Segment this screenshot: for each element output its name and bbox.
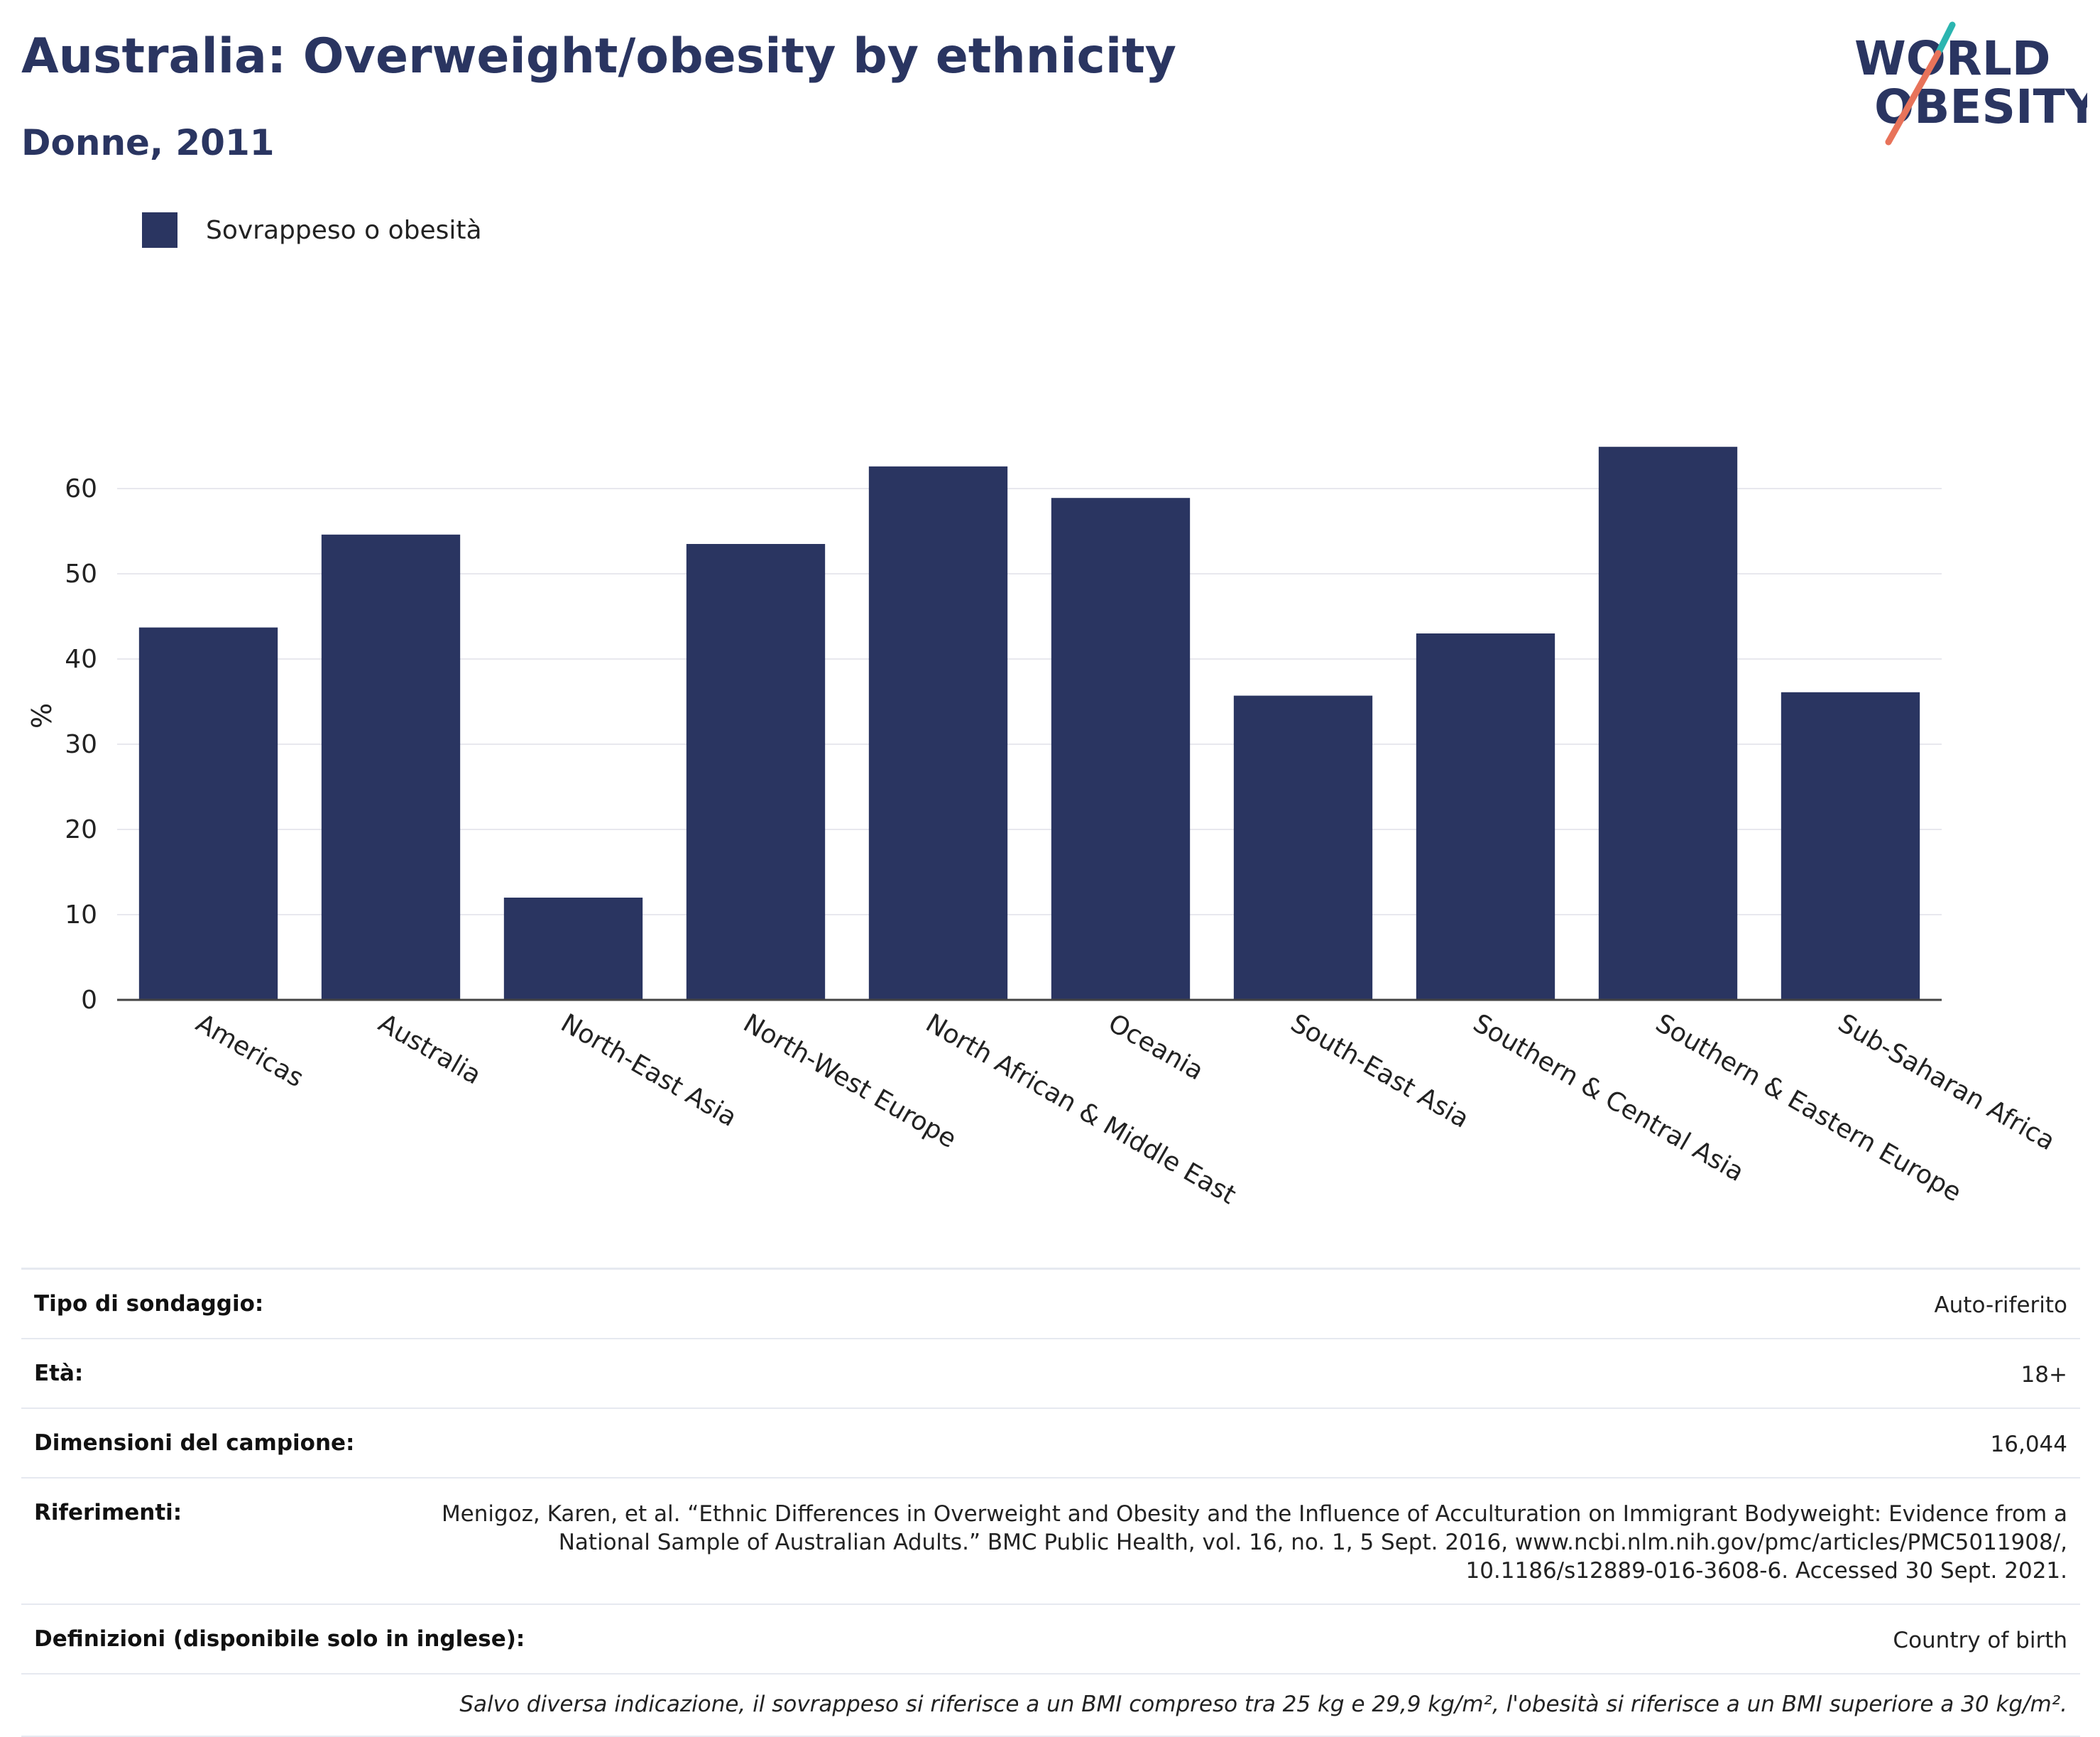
bar (321, 534, 461, 1000)
bar (138, 627, 278, 1000)
y-axis-label: % (26, 703, 58, 729)
y-tick-label: 10 (65, 900, 97, 930)
bar (1598, 447, 1738, 1000)
legend[interactable]: Sovrappeso o obesità (142, 212, 482, 249)
y-tick-label: 30 (65, 730, 97, 759)
bar (1051, 498, 1191, 1000)
info-value: Menigoz, Karen, et al. “Ethnic Differenc… (441, 1501, 2067, 1584)
world-obesity-logo: WORLD OBESITY (1854, 21, 2087, 146)
x-tick-label: North African & Middle East (921, 1008, 1241, 1210)
bar (868, 466, 1008, 1000)
bar (1781, 692, 1920, 1000)
legend-label: Sovrappeso o obesità (206, 215, 482, 245)
info-value: 18+ (2020, 1362, 2067, 1388)
info-table: Tipo di sondaggio: Auto-riferito Età: 18+ Di… (21, 1268, 2080, 1737)
x-tick-label: Australia (373, 1008, 486, 1090)
bar (1416, 633, 1555, 1000)
y-tick-label: 60 (65, 474, 97, 503)
info-value: 16,044 (1990, 1432, 2067, 1457)
logo-slash-coral (1885, 50, 1942, 146)
y-tick-label: 40 (65, 645, 97, 674)
x-tick-label: Americas (191, 1008, 308, 1093)
info-row: Età: 18+ (21, 1338, 2080, 1407)
info-key: Definizioni (disponibile solo in inglese… (34, 1626, 525, 1652)
info-value: Country of birth (1893, 1628, 2067, 1653)
x-tick-label: South-East Asia (1286, 1008, 1474, 1134)
bar (1233, 695, 1373, 1000)
bar (686, 544, 826, 1000)
y-tick-label: 50 (65, 560, 97, 589)
info-row: Dimensioni del campione: 16,044 (21, 1407, 2080, 1477)
bar (503, 898, 643, 1000)
info-key: Riferimenti: (34, 1500, 182, 1525)
logo-slash-teal (1935, 21, 1956, 57)
x-tick-label: Southern & Eastern Europe (1651, 1008, 1966, 1207)
info-key: Tipo di sondaggio: (34, 1291, 264, 1317)
x-tick-label: Oceania (1103, 1008, 1208, 1086)
info-row: Riferimenti: Menigoz, Karen, et al. “Ethn… (21, 1477, 2080, 1603)
definition-note: Salvo diversa indicazione, il sovrappeso… (21, 1673, 2080, 1737)
x-tick-label: North-East Asia (556, 1008, 741, 1133)
info-key: Età: (34, 1361, 84, 1386)
info-value: Auto-riferito (1934, 1292, 2067, 1318)
y-tick-label: 0 (81, 986, 97, 1015)
bar-chart: 0 10 20 30 40 50 60% Americas Australia North-Eas… (26, 447, 2060, 1210)
info-key: Dimensioni del campione: (34, 1430, 355, 1456)
info-row: Tipo di sondaggio: Auto-riferito (21, 1268, 2080, 1338)
chart-subtitle: Donne, 2011 (21, 122, 275, 163)
y-tick-label: 20 (65, 815, 97, 844)
info-row: Definizioni (disponibile solo in inglese… (21, 1603, 2080, 1673)
legend-swatch (142, 212, 177, 248)
chart-title: Australia: Overweight/obesity by ethnici… (21, 28, 1176, 85)
logo-line1: WORLD (1854, 31, 2051, 86)
